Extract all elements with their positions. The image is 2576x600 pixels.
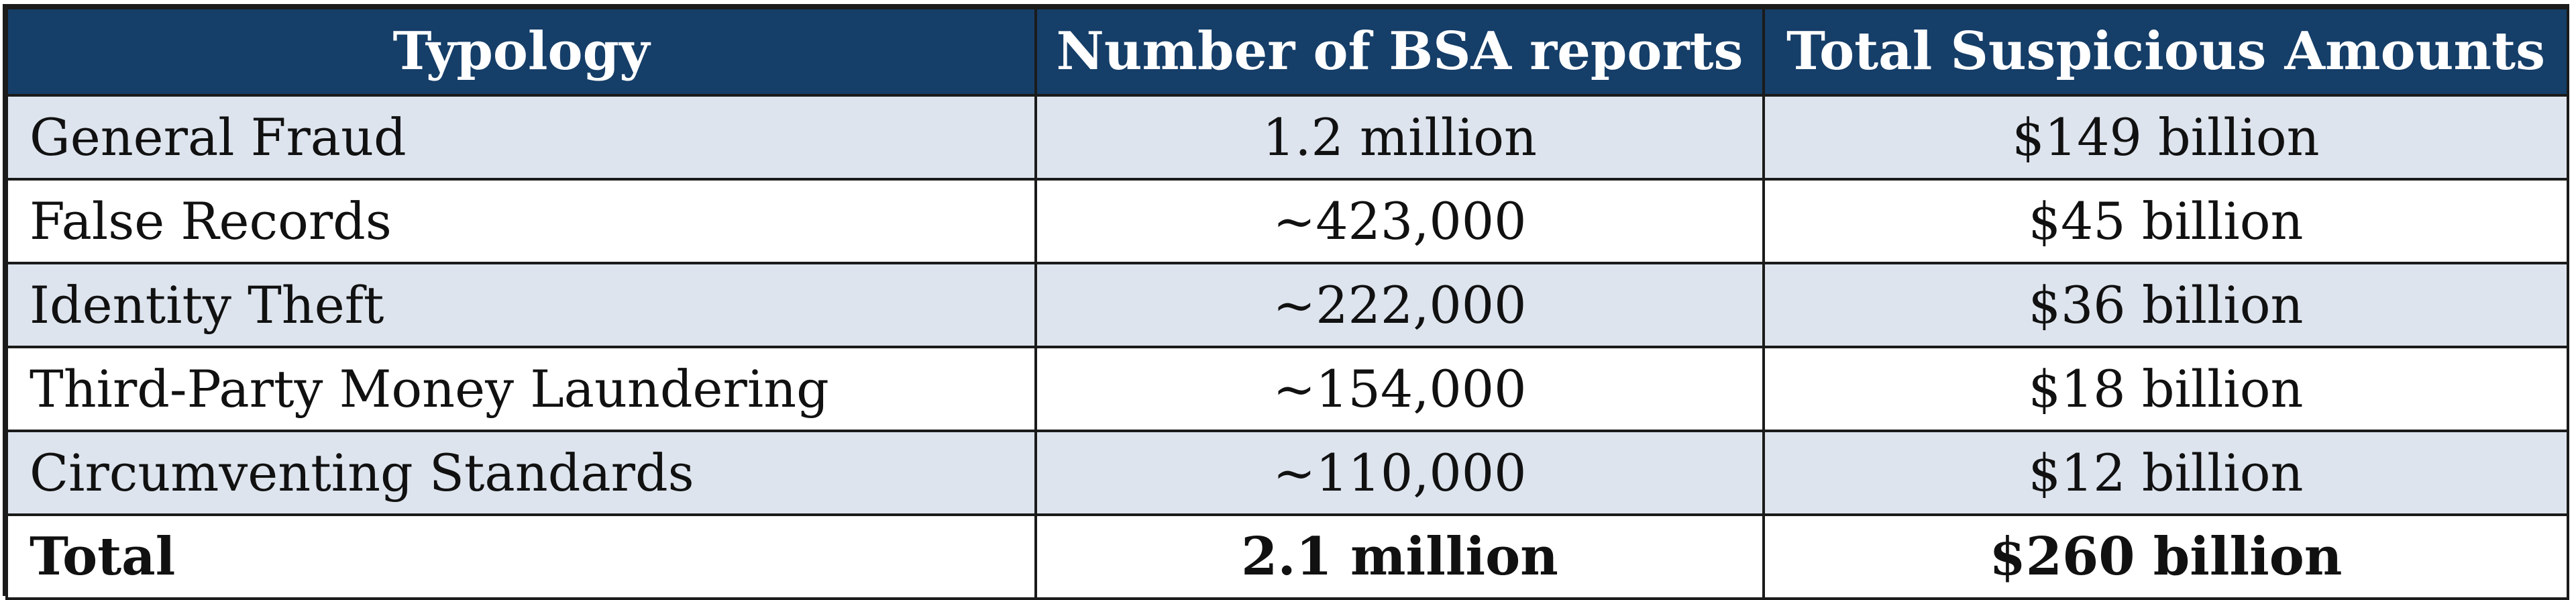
table-row: Identity Theft ~222,000 $36 billion [5, 262, 2569, 348]
reports-cell: ~423,000 [1034, 178, 1765, 264]
total-reports-cell: 2.1 million [1034, 513, 1765, 600]
amount-cell: $36 billion [1762, 262, 2569, 348]
header-row: Typology Number of BSA reports Total Sus… [5, 7, 2569, 97]
bsa-typology-table-container: Typology Number of BSA reports Total Sus… [3, 4, 2569, 600]
total-row: Total 2.1 million $260 billion [5, 513, 2569, 600]
amount-cell: $18 billion [1762, 346, 2569, 432]
table-row: Circumventing Standards ~110,000 $12 bil… [5, 430, 2569, 516]
amount-cell: $45 billion [1762, 178, 2569, 264]
reports-cell: 1.2 million [1034, 94, 1765, 181]
reports-cell: ~222,000 [1034, 262, 1765, 348]
amount-cell: $149 billion [1762, 94, 2569, 181]
reports-cell: ~154,000 [1034, 346, 1765, 432]
table-row: False Records ~423,000 $45 billion [5, 178, 2569, 264]
typology-cell: Circumventing Standards [5, 430, 1037, 516]
amount-cell: $12 billion [1762, 430, 2569, 516]
typology-cell: General Fraud [5, 94, 1037, 181]
table-body: General Fraud 1.2 million $149 billion F… [5, 94, 2569, 600]
reports-cell: ~110,000 [1034, 430, 1765, 516]
header-total-suspicious-amounts: Total Suspicious Amounts [1762, 7, 2569, 97]
table-header: Typology Number of BSA reports Total Sus… [5, 7, 2569, 97]
table-row: Third-Party Money Laundering ~154,000 $1… [5, 346, 2569, 432]
typology-cell: False Records [5, 178, 1037, 264]
total-amount-cell: $260 billion [1762, 513, 2569, 600]
header-number-of-reports: Number of BSA reports [1034, 7, 1765, 97]
bsa-typology-table: Typology Number of BSA reports Total Sus… [5, 7, 2569, 600]
total-label-cell: Total [5, 513, 1037, 600]
table-row: General Fraud 1.2 million $149 billion [5, 94, 2569, 181]
typology-cell: Third-Party Money Laundering [5, 346, 1037, 432]
header-typology: Typology [5, 7, 1037, 97]
typology-cell: Identity Theft [5, 262, 1037, 348]
